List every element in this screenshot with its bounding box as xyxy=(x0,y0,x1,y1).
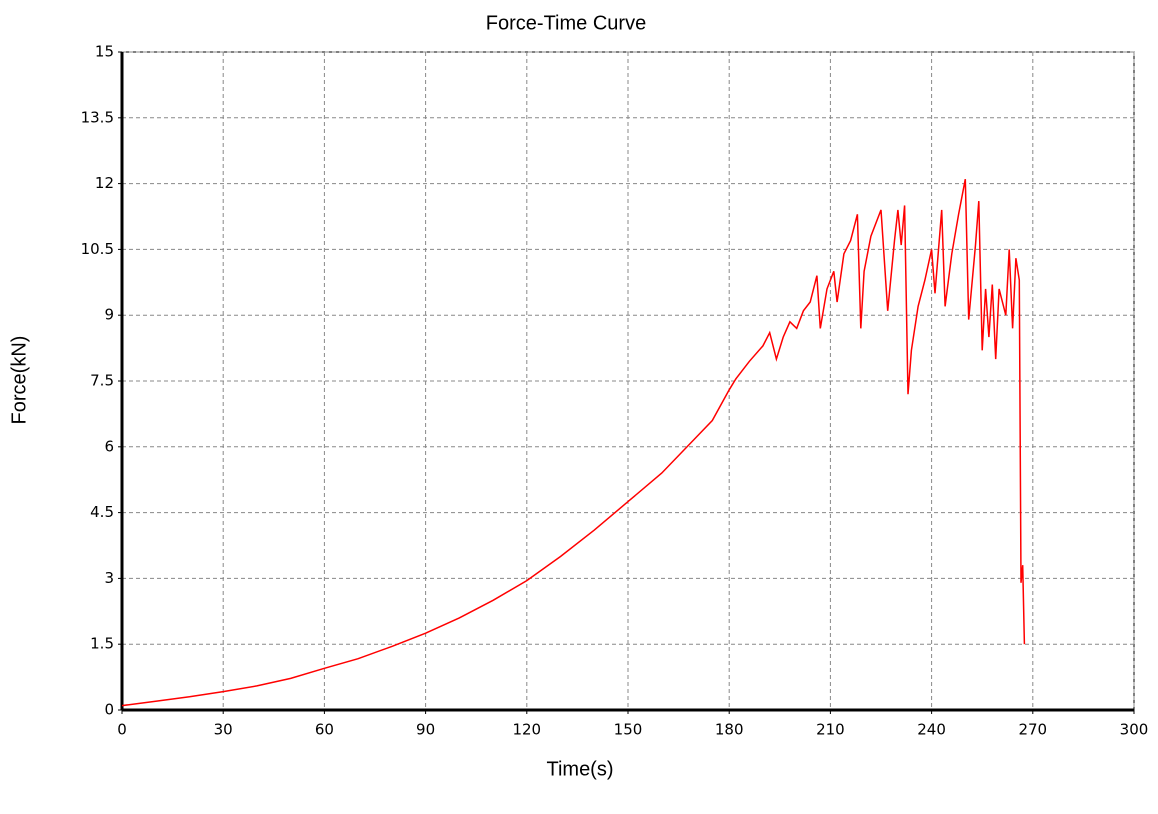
y-tick-label: 10.5 xyxy=(81,240,114,258)
y-tick-label: 13.5 xyxy=(81,108,114,126)
x-tick-label: 0 xyxy=(117,721,127,739)
y-tick-label: 3 xyxy=(104,569,114,587)
y-tick-label: 9 xyxy=(104,306,114,324)
x-tick-label: 270 xyxy=(1018,721,1047,739)
data-line xyxy=(121,179,1026,707)
y-tick-label: 4.5 xyxy=(90,503,114,521)
y-tick-label: 7.5 xyxy=(90,372,114,390)
x-tick-label: 90 xyxy=(416,721,435,739)
x-tick-label: 240 xyxy=(917,721,946,739)
x-tick-label: 180 xyxy=(715,721,744,739)
x-tick-label: 300 xyxy=(1120,721,1149,739)
y-tick-label: 6 xyxy=(104,437,114,455)
y-tick-label: 12 xyxy=(95,174,114,192)
x-tick-label: 150 xyxy=(614,721,643,739)
x-tick-label: 60 xyxy=(315,721,334,739)
y-tick-label: 0 xyxy=(104,701,114,719)
y-axis-label: Force(kN) xyxy=(8,336,30,425)
x-tick-label: 30 xyxy=(214,721,233,739)
x-tick-label: 120 xyxy=(512,721,541,739)
y-tick-label: 1.5 xyxy=(90,635,114,653)
chart-title: Force-Time Curve xyxy=(486,12,646,34)
x-axis-label: Time(s) xyxy=(546,758,613,780)
x-tick-label: 210 xyxy=(816,721,845,739)
y-tick-label: 15 xyxy=(95,43,114,61)
